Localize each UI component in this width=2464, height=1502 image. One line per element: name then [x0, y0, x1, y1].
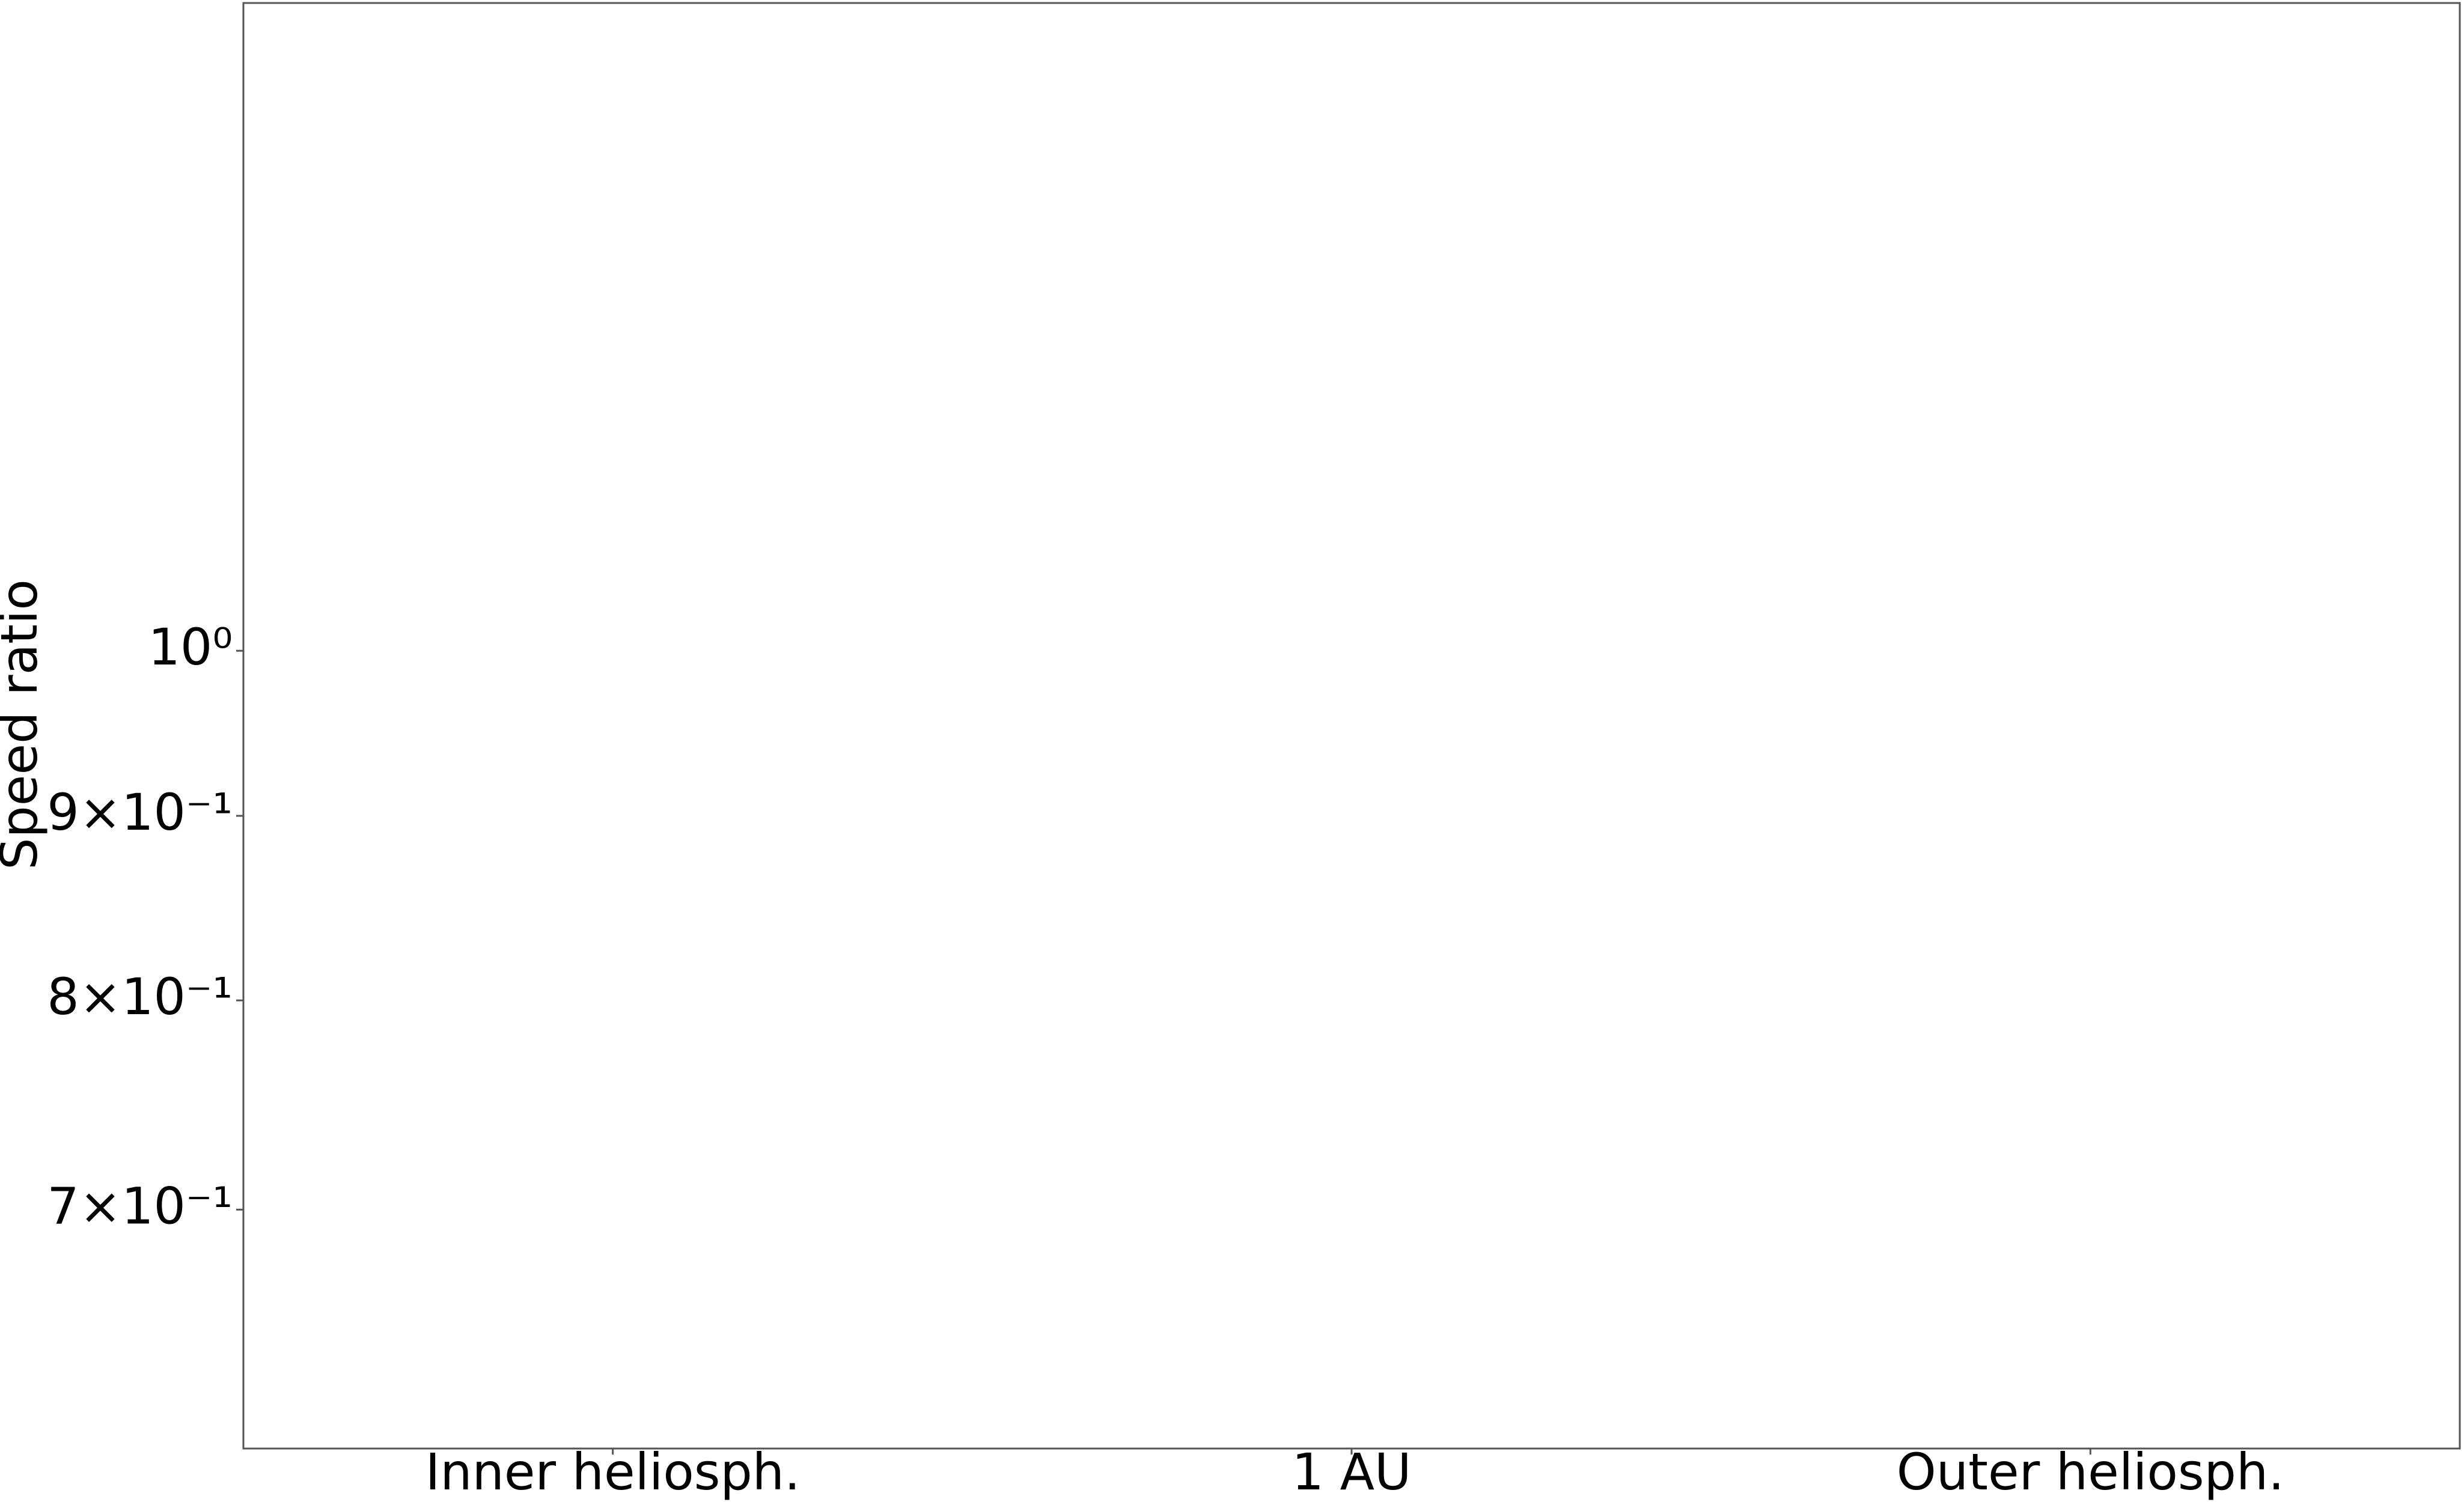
y-tick-label: 8×10⁻¹ — [47, 967, 233, 1026]
y-tick-label: 9×10⁻¹ — [47, 783, 233, 842]
y-tick-label: 7×10⁻¹ — [47, 1176, 233, 1235]
y-axis-label: Speed ratio — [0, 579, 49, 870]
y-tick-label: 10⁰ — [148, 618, 233, 677]
plot-frame — [242, 2, 2461, 1450]
